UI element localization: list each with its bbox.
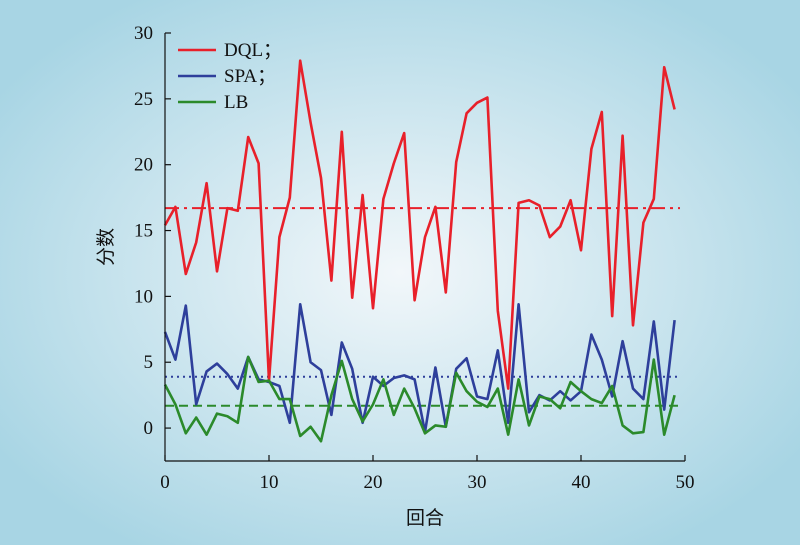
legend-label: SPA；	[224, 66, 276, 87]
y-tick-label: 10	[134, 286, 153, 307]
x-tick-label: 0	[160, 472, 170, 493]
legend-label: DQL；	[224, 40, 282, 61]
axes: 0 5 10 15 20 25 30 0 10 20 30 40 50	[134, 23, 695, 493]
y-tick-label: 25	[134, 89, 153, 110]
x-tick-label: 10	[260, 472, 279, 493]
x-tick-label: 20	[364, 472, 383, 493]
x-axis-label: 回合	[406, 507, 444, 529]
y-tick-label: 15	[134, 221, 153, 242]
reference-lines	[165, 207, 680, 407]
legend-label: LB	[224, 92, 248, 113]
x-tick-label: 40	[572, 472, 591, 493]
series-line	[163, 59, 676, 390]
x-tick-label: 30	[468, 472, 487, 493]
series-lines	[163, 59, 676, 443]
y-tick-label: 0	[144, 418, 154, 439]
y-axis-label: 分数	[95, 228, 117, 266]
legend: DQL； SPA； LB	[178, 40, 282, 113]
y-tick-label: 5	[144, 352, 154, 373]
x-tick-label: 50	[676, 472, 695, 493]
y-tick-label: 20	[134, 155, 153, 176]
series-line	[163, 355, 676, 443]
y-tick-label: 30	[134, 23, 153, 44]
